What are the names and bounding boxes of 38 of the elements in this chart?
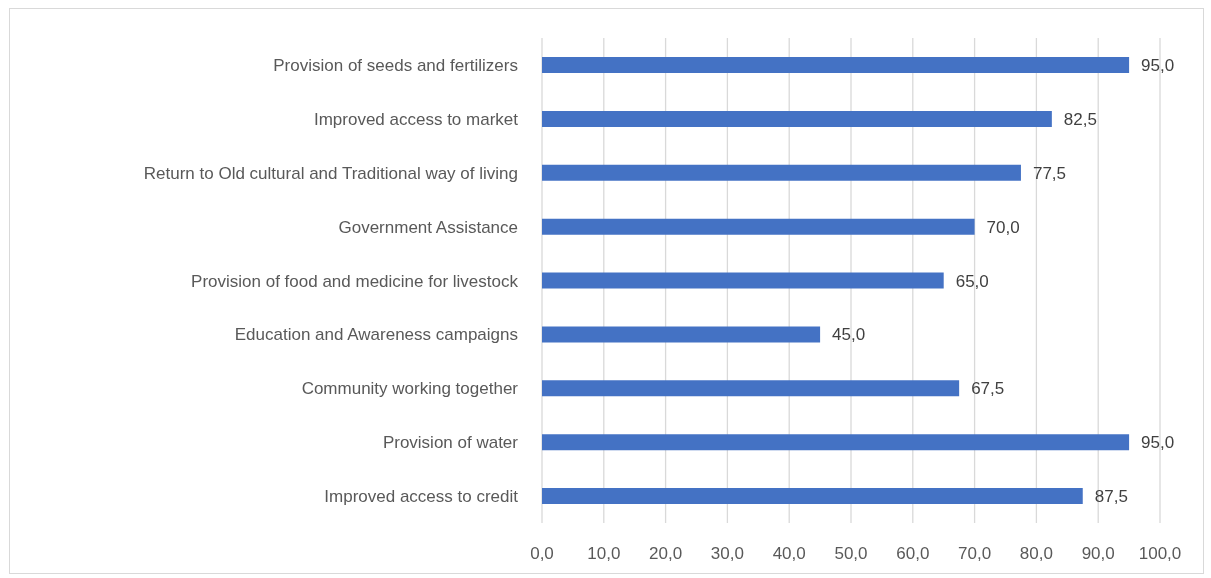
y-tick-label: Community working together xyxy=(301,379,519,399)
x-tick-label: 90,0 xyxy=(1081,544,1115,564)
data-label: 70,0 xyxy=(986,217,1020,237)
bar xyxy=(542,164,1021,181)
x-tick-label: 10,0 xyxy=(587,544,621,564)
bar xyxy=(542,380,960,397)
x-tick-label: 100,0 xyxy=(1138,544,1182,564)
x-tick-label: 0,0 xyxy=(530,544,554,564)
data-label: 65,0 xyxy=(955,271,989,291)
bar xyxy=(542,110,1052,127)
bar xyxy=(542,57,1130,73)
x-tick-label: 60,0 xyxy=(896,544,930,564)
bar xyxy=(542,434,1130,451)
bar xyxy=(542,218,975,235)
x-tick-label: 40,0 xyxy=(772,544,806,564)
y-tick-label: Improved access to credit xyxy=(324,487,519,507)
x-tick-label: 30,0 xyxy=(710,544,744,564)
y-tick-label: Government Assistance xyxy=(338,217,518,237)
data-label: 82,5 xyxy=(1063,109,1097,129)
y-tick-label: Return to Old cultural and Traditional way of living xyxy=(143,163,518,183)
data-label: 95,0 xyxy=(1141,56,1175,76)
bar xyxy=(542,326,821,343)
bar xyxy=(542,488,1083,505)
bar xyxy=(542,272,944,289)
data-label: 67,5 xyxy=(971,379,1005,399)
x-tick-label: 70,0 xyxy=(958,544,992,564)
data-label: 77,5 xyxy=(1032,163,1067,183)
data-label: 95,0 xyxy=(1141,433,1175,453)
x-tick-label: 80,0 xyxy=(1019,544,1053,564)
y-tick-label: Provision of food and medicine for livestock xyxy=(191,271,519,291)
y-tick-label: Improved access to market xyxy=(313,109,519,129)
y-tick-label: Provision of seeds and fertilizers xyxy=(273,55,518,75)
data-label: 87,5 xyxy=(1094,487,1128,507)
x-tick-label: 20,0 xyxy=(649,544,683,564)
data-label: 45,0 xyxy=(832,325,866,345)
y-tick-label: Education and Awareness campaigns xyxy=(234,325,518,345)
x-tick-label: 50,0 xyxy=(834,544,868,564)
y-tick-label: Provision of water xyxy=(382,433,519,453)
